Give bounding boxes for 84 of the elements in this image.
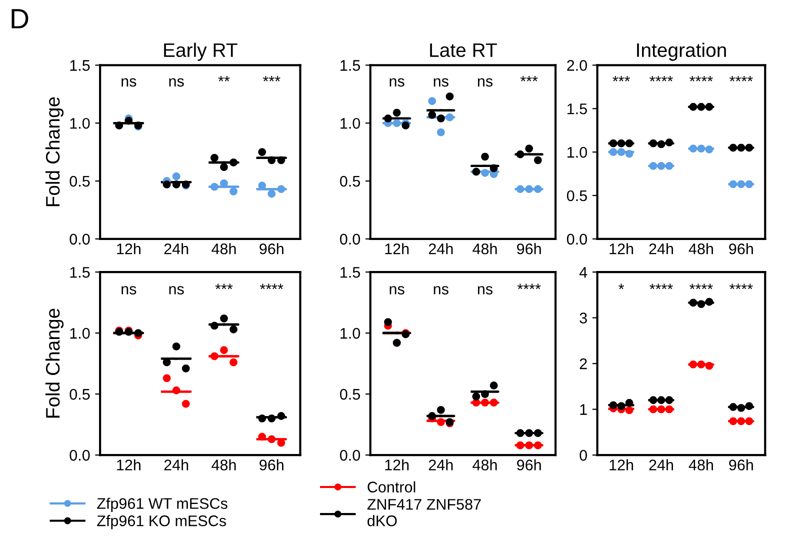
annotation: ****	[650, 76, 673, 82]
x-tick-label: 48h	[212, 243, 236, 254]
x-tick-label: 96h	[517, 459, 541, 470]
x-tick-label: 24h	[428, 243, 453, 254]
annotation: ns	[434, 286, 448, 294]
annotation: ***	[262, 76, 280, 82]
legend-label: Zfp961 KO mESCs	[97, 515, 226, 530]
annotation: **	[218, 76, 230, 82]
y-tick-label: 2	[580, 358, 587, 370]
x-tick-label: 48h	[688, 459, 713, 470]
x-tick-label: 12h	[117, 459, 140, 470]
annotation: ns	[122, 286, 136, 294]
x-tick-label: 48h	[472, 243, 497, 254]
x-tick-label: 48h	[472, 459, 497, 470]
annotation: ****	[517, 284, 541, 290]
x-tick-label: 96h	[517, 243, 541, 254]
x-tick-label: 12h	[385, 243, 409, 254]
y-tick-label: 1.0	[70, 118, 90, 129]
y-tick-label: 4	[579, 267, 588, 278]
annotation: ****	[690, 284, 713, 290]
chart-title: Late RT	[430, 43, 497, 58]
y-tick-label: 0.0	[70, 234, 90, 245]
y-tick-label: 1.5	[340, 60, 360, 71]
y-tick-label: 1.5	[70, 60, 90, 71]
y-tick-label: 0.5	[566, 190, 587, 202]
y-tick-label: 1.5	[568, 104, 587, 114]
y-tick-label: 3	[580, 312, 587, 324]
y-tick-label: 1.5	[340, 267, 360, 278]
x-tick-label: 24h	[164, 243, 188, 254]
x-tick-label: 96h	[729, 243, 753, 254]
x-tick-label: 24h	[649, 243, 673, 254]
chart-title: Early RT	[164, 42, 238, 61]
annotation: ****	[260, 284, 284, 290]
annotation: *	[618, 284, 624, 290]
annotation: ****	[650, 284, 673, 290]
y-tick-label: 1.0	[340, 118, 360, 129]
y-tick-label: 0.5	[340, 388, 360, 400]
y-tick-label: 0.5	[340, 176, 360, 187]
x-tick-label: 12h	[610, 459, 634, 470]
x-tick-label: 96h	[260, 243, 284, 254]
y-tick-label: 0.5	[70, 388, 90, 400]
y-tick-label: 2.0	[567, 60, 587, 71]
x-tick-label: 96h	[260, 459, 284, 470]
chart-title: Integration	[637, 42, 726, 61]
y-tick-label: 1.5	[70, 267, 90, 278]
annotation: ns	[169, 78, 184, 87]
annotation: ns	[390, 78, 404, 87]
annotation: ****	[690, 76, 713, 82]
y-tick-label: 0.5	[70, 176, 90, 187]
y-tick-label: 0.0	[566, 234, 587, 245]
y-tick-label: 1.0	[340, 328, 360, 339]
legend-label: Zfp961 WT mESCs	[97, 498, 228, 512]
annotation: ns	[169, 286, 184, 294]
annotation: ***	[612, 76, 630, 82]
y-axis-title: Fold Change	[45, 308, 64, 418]
text: D	[12, 9, 28, 28]
legend-label: ZNF417 ZNF587 dKO	[367, 498, 481, 526]
y-tick-label: 1.0	[70, 328, 90, 339]
annotation: ns	[434, 78, 448, 87]
x-tick-label: 48h	[212, 459, 236, 470]
annotation: ****	[730, 76, 753, 82]
annotation: ***	[520, 76, 538, 82]
annotation: ns	[478, 78, 493, 87]
y-tick-label: 0.0	[340, 450, 360, 461]
legend-label: Control	[368, 481, 416, 492]
annotation: ns	[122, 78, 136, 87]
x-tick-label: 24h	[164, 459, 188, 470]
x-tick-label: 12h	[117, 243, 140, 254]
x-tick-label: 24h	[428, 459, 453, 470]
x-tick-label: 12h	[610, 243, 634, 254]
x-tick-label: 48h	[688, 243, 713, 254]
y-tick-label: 1	[580, 404, 587, 415]
y-tick-label: 0	[580, 450, 587, 461]
annotation: ns	[390, 286, 404, 294]
annotation: ****	[730, 284, 753, 290]
y-tick-label: 0.0	[340, 234, 360, 245]
y-axis-title: Fold Change	[45, 97, 64, 206]
y-tick-label: 1.0	[568, 146, 587, 158]
y-tick-label: 0.0	[70, 450, 90, 461]
x-tick-label: 96h	[729, 459, 753, 470]
x-tick-label: 24h	[649, 459, 673, 470]
annotation: ***	[215, 284, 233, 290]
annotation: ns	[478, 286, 493, 294]
x-tick-label: 12h	[385, 459, 409, 470]
